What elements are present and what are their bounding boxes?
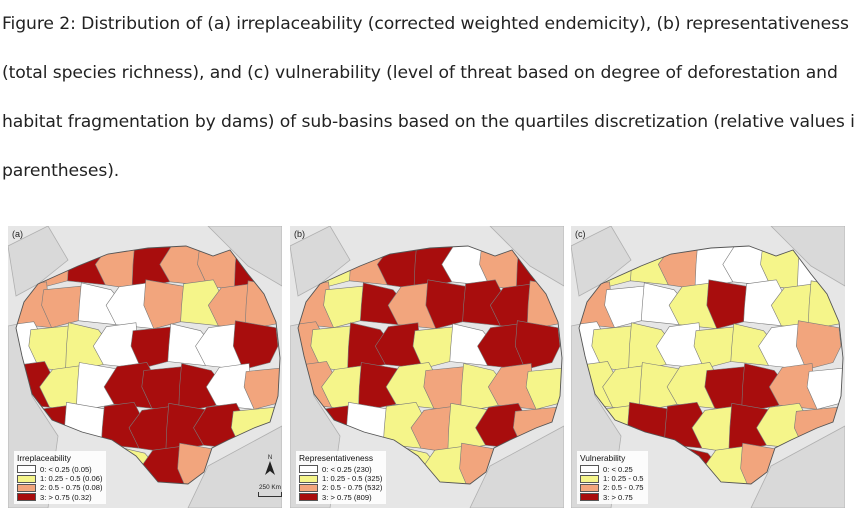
legend-row-0: 0: < 0.25 bbox=[580, 464, 644, 474]
legend-swatch-0 bbox=[299, 465, 318, 474]
legend-title: Vulnerability bbox=[580, 453, 626, 464]
neighbor-land-shape bbox=[469, 425, 564, 508]
legend-label-0: 0: < 0.25 (230) bbox=[322, 464, 372, 474]
legend-label-3: 3: > 0.75 (0.32) bbox=[40, 492, 92, 502]
legend-swatch-1 bbox=[580, 474, 599, 483]
sub-basin-polygon bbox=[232, 320, 279, 370]
legend-label-3: 3: > 0.75 bbox=[603, 492, 633, 502]
map-panel-c: (c) Vulnerability 0: < 0.25 1: 0.25 - 0.… bbox=[571, 226, 845, 508]
vulnerability-legend: Vulnerability 0: < 0.25 1: 0.25 - 0.5 2:… bbox=[577, 451, 648, 504]
scale-label: 250 Km bbox=[258, 484, 282, 491]
panel-label-a: (a) bbox=[12, 229, 23, 239]
vulnerability-map bbox=[571, 226, 845, 508]
legend-row-3: 3: > 0.75 (0.32) bbox=[17, 493, 102, 502]
panel-label-b: (b) bbox=[294, 229, 305, 239]
legend-label-2: 2: 0.5 - 0.75 (0.08) bbox=[40, 483, 103, 493]
basin-outline bbox=[15, 245, 281, 485]
representativeness-legend: Representativeness 0: < 0.25 (230) 1: 0.… bbox=[296, 451, 387, 504]
neighbor-land-shape bbox=[571, 226, 632, 297]
legend-label-1: 1: 0.25 - 0.5 (0.06) bbox=[40, 474, 103, 484]
legend-row-3: 3: > 0.75 bbox=[580, 493, 644, 502]
scale-bar-line bbox=[258, 492, 282, 497]
figure-caption: Figure 2: Distribution of (a) irreplacea… bbox=[2, 0, 856, 196]
caption-line-1: Figure 2: Distribution of (a) irreplacea… bbox=[2, 14, 849, 34]
panel-label-c: (c) bbox=[575, 229, 586, 239]
legend-swatch-3 bbox=[580, 493, 599, 502]
legend-swatch-1 bbox=[17, 474, 36, 483]
legend-row-1: 1: 0.25 - 0.5 (0.06) bbox=[17, 474, 102, 483]
caption-line-3: habitat fragmentation by dams) of sub-ba… bbox=[2, 112, 856, 132]
irreplaceability-legend: Irreplaceability 0: < 0.25 (0.05) 1: 0.2… bbox=[14, 451, 107, 504]
north-arrow-icon bbox=[265, 461, 275, 475]
neighbor-land-shape bbox=[750, 425, 845, 508]
sub-basin-polygon bbox=[795, 320, 842, 370]
legend-swatch-2 bbox=[299, 483, 318, 492]
neighbor-land-shape bbox=[207, 226, 282, 287]
legend-title: Representativeness bbox=[299, 453, 374, 464]
legend-swatch-3 bbox=[299, 493, 318, 502]
caption-line-4: parentheses). bbox=[2, 161, 120, 181]
legend-swatch-2 bbox=[580, 483, 599, 492]
legend-row-0: 0: < 0.25 (0.05) bbox=[17, 464, 102, 474]
legend-label-1: 1: 0.25 - 0.5 bbox=[603, 474, 644, 484]
legend-title: Irreplaceability bbox=[17, 453, 71, 464]
neighbor-land-shape bbox=[489, 226, 564, 287]
legend-label-0: 0: < 0.25 bbox=[603, 464, 633, 474]
legend-row-3: 3: > 0.75 (809) bbox=[299, 493, 382, 502]
sub-basin-polygon bbox=[514, 320, 561, 370]
legend-row-0: 0: < 0.25 (230) bbox=[299, 464, 382, 474]
basin-outline bbox=[578, 245, 844, 485]
legend-row-2: 2: 0.5 - 0.75 (0.08) bbox=[17, 483, 102, 492]
neighbor-land-shape bbox=[770, 226, 845, 287]
legend-swatch-0 bbox=[580, 465, 599, 474]
map-panel-a: (a) Irreplaceability 0: < 0.25 (0.05) 1:… bbox=[8, 226, 282, 508]
north-arrow: N bbox=[255, 455, 285, 475]
legend-row-1: 1: 0.25 - 0.5 (325) bbox=[299, 474, 382, 483]
legend-swatch-1 bbox=[299, 474, 318, 483]
scale-bar: 250 Km bbox=[250, 484, 290, 497]
legend-row-1: 1: 0.25 - 0.5 bbox=[580, 474, 644, 483]
legend-swatch-3 bbox=[17, 493, 36, 502]
legend-swatch-2 bbox=[17, 483, 36, 492]
legend-swatch-0 bbox=[17, 465, 36, 474]
basin-outline bbox=[297, 245, 563, 485]
neighbor-land-shape bbox=[8, 226, 69, 297]
caption-line-2: (total species richness), and (c) vulner… bbox=[2, 63, 838, 83]
neighbor-land-shape bbox=[290, 226, 351, 297]
legend-label-2: 2: 0.5 - 0.75 bbox=[603, 483, 644, 493]
legend-label-2: 2: 0.5 - 0.75 (532) bbox=[322, 483, 383, 493]
legend-label-0: 0: < 0.25 (0.05) bbox=[40, 464, 92, 474]
legend-row-2: 2: 0.5 - 0.75 bbox=[580, 483, 644, 492]
map-panel-b: (b) Representativeness 0: < 0.25 (230) 1… bbox=[290, 226, 564, 508]
legend-label-3: 3: > 0.75 (809) bbox=[322, 492, 372, 502]
north-label: N bbox=[267, 455, 273, 461]
neighbor-land-shape bbox=[187, 425, 282, 508]
legend-label-1: 1: 0.25 - 0.5 (325) bbox=[322, 474, 383, 484]
legend-row-2: 2: 0.5 - 0.75 (532) bbox=[299, 483, 382, 492]
